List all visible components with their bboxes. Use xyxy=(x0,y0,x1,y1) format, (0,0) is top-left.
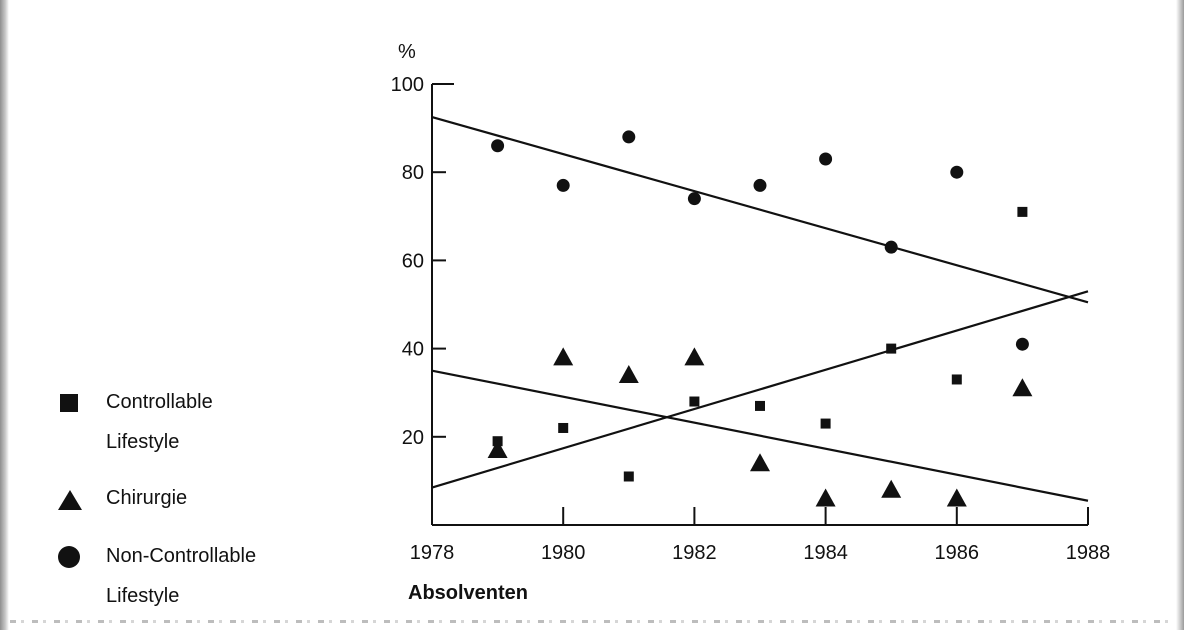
point-chirurgie xyxy=(946,488,967,507)
x-tick-label: 1982 xyxy=(672,542,717,564)
x-axis-label: Absolventen xyxy=(408,582,528,604)
y-tick-label: 20 xyxy=(402,427,424,449)
point-non-controllable-lifestyle xyxy=(753,178,767,192)
legend-item-chirurgie: Chirurgie xyxy=(58,478,358,536)
point-non-controllable-lifestyle xyxy=(622,130,636,144)
point-controllable-lifestyle xyxy=(755,400,765,411)
point-controllable-lifestyle xyxy=(1017,206,1028,217)
legend-square-marker-icon xyxy=(60,394,78,412)
point-non-controllable-lifestyle xyxy=(491,139,505,153)
point-chirurgie xyxy=(1012,378,1033,397)
legend-label-line1: Controllable xyxy=(106,391,213,413)
point-non-controllable-lifestyle xyxy=(1015,337,1029,351)
point-non-controllable-lifestyle xyxy=(950,165,964,179)
point-controllable-lifestyle xyxy=(951,374,962,385)
y-axis-label: % xyxy=(398,41,416,63)
point-non-controllable-lifestyle xyxy=(687,192,701,206)
legend-circle-marker-icon xyxy=(58,546,80,568)
x-tick-label: 1978 xyxy=(410,542,455,564)
y-tick-label: 80 xyxy=(402,162,424,184)
scan-edge-right xyxy=(1176,0,1184,630)
legend-item-non-controllable-lifestyle: Non-Controllable Lifestyle xyxy=(58,536,358,616)
point-chirurgie xyxy=(487,440,508,459)
scan-edge-left xyxy=(0,0,9,630)
legend-label-line2: Lifestyle xyxy=(106,585,180,607)
y-tick-label: 40 xyxy=(402,339,424,361)
point-chirurgie xyxy=(881,479,902,498)
point-non-controllable-lifestyle xyxy=(884,240,898,254)
x-tick-label: 1988 xyxy=(1066,542,1111,564)
point-non-controllable-lifestyle xyxy=(819,152,833,166)
point-controllable-lifestyle xyxy=(820,418,831,429)
point-chirurgie xyxy=(815,488,836,507)
x-tick-label: 1980 xyxy=(541,542,586,564)
point-controllable-lifestyle xyxy=(886,343,897,354)
point-chirurgie xyxy=(684,347,705,366)
point-chirurgie xyxy=(553,347,574,366)
y-tick-label: 60 xyxy=(402,250,424,272)
legend-label-controllable-lifestyle: Controllable Lifestyle xyxy=(106,382,346,462)
y-tick-label: 100 xyxy=(391,74,424,96)
point-controllable-lifestyle xyxy=(689,396,700,407)
x-tick-label: 1986 xyxy=(935,542,980,564)
scan-noise-bottom xyxy=(10,620,1174,623)
legend-label-non-controllable-lifestyle: Non-Controllable Lifestyle xyxy=(106,536,346,616)
trend-line-non-controllable-lifestyle xyxy=(431,116,1089,304)
point-non-controllable-lifestyle xyxy=(556,178,570,192)
x-tick-label: 1984 xyxy=(803,542,848,564)
legend-label-line2: Lifestyle xyxy=(106,431,180,453)
legend-label-line1: Chirurgie xyxy=(106,487,188,509)
trend-line-chirurgie xyxy=(431,369,1089,502)
legend-item-controllable-lifestyle: Controllable Lifestyle xyxy=(58,382,358,478)
point-chirurgie xyxy=(618,365,639,384)
point-chirurgie xyxy=(750,453,770,472)
trend-line-controllable-lifestyle xyxy=(431,290,1089,489)
legend-label-chirurgie: Chirurgie xyxy=(106,478,346,518)
point-controllable-lifestyle xyxy=(558,422,569,433)
chart-legend: Controllable Lifestyle Chirurgie Non-Con… xyxy=(58,382,358,616)
point-controllable-lifestyle xyxy=(623,471,634,482)
legend-triangle-marker-icon xyxy=(58,490,82,510)
legend-label-line1: Non-Controllable xyxy=(106,545,257,567)
